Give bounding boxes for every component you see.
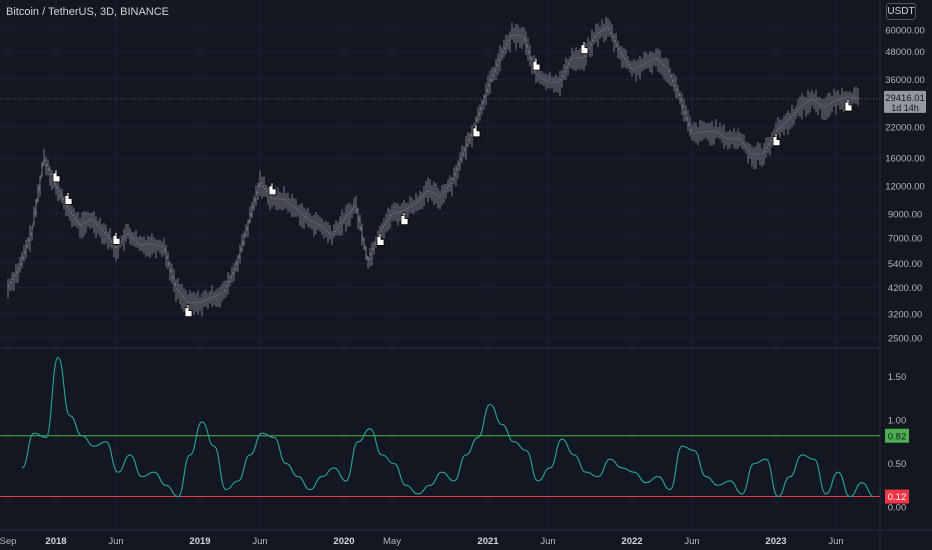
hand-pointer-icon [376, 232, 385, 246]
indicator-line [21, 357, 875, 498]
price-tick-label: 48000.00 [885, 47, 925, 58]
lower-level-badge [885, 489, 909, 504]
price-tick-label: 5400.00 [888, 259, 922, 270]
hand-pointer-icon [472, 124, 481, 138]
price-series [0, 16, 880, 317]
currency-button[interactable]: USDT [886, 3, 916, 20]
price-tick-label: 3200.00 [888, 310, 922, 321]
hand-pointer-icon [772, 133, 781, 147]
hand-pointer-icon [580, 41, 589, 55]
signal-markers [52, 41, 853, 318]
last-price-label: 29416.01 [885, 93, 925, 104]
time-tick-label: 2023 [765, 536, 786, 547]
price-tick-label: 7000.00 [888, 234, 922, 245]
last-price-box [884, 90, 926, 113]
symbol-title[interactable]: Bitcoin / TetherUS, 3D, BINANCE [6, 6, 170, 18]
price-tick-label: 4200.00 [888, 283, 922, 294]
time-tick-label: Jun [540, 536, 555, 547]
hand-pointer-icon [532, 57, 541, 71]
time-tick-label: Sep [0, 536, 16, 547]
grid [0, 0, 880, 530]
hand-pointer-icon [184, 304, 193, 318]
countdown-label: 1d 14h [891, 103, 919, 113]
indicator-tick-label: 0.00 [888, 502, 907, 513]
time-tick-label: 2021 [477, 536, 499, 547]
hand-pointer-icon [844, 98, 853, 112]
indicator-levels: 0.82 0.12 [0, 428, 909, 504]
hand-pointer-icon [64, 192, 73, 205]
time-tick-label: Jun [252, 536, 267, 547]
price-tick-label: 9000.00 [888, 209, 922, 220]
indicator-tick-label: 1.50 [888, 372, 907, 383]
hand-pointer-icon [268, 182, 277, 196]
indicator-tick-label: 0.50 [888, 459, 907, 470]
time-tick-label: Jun [828, 536, 843, 547]
time-tick-label: 2018 [45, 536, 66, 547]
indicator-tick-label: 1.00 [888, 416, 907, 427]
time-tick-label: 2022 [621, 536, 642, 547]
upper-level-label: 0.82 [888, 431, 907, 442]
hand-pointer-icon [112, 231, 121, 245]
time-tick-label: 2019 [189, 536, 210, 547]
hand-pointer-icon [400, 212, 409, 226]
time-tick-label: Jun [108, 536, 123, 547]
upper-level-badge [885, 428, 909, 443]
hand-pointer-icon [52, 169, 61, 183]
time-tick-label: May [383, 536, 401, 547]
price-axis[interactable]: 60000.00 48000.00 36000.00 22000.00 16000.00… [885, 25, 925, 344]
indicator-axis[interactable]: 1.50 1.00 0.50 0.00 [888, 372, 907, 513]
price-tick-label: 36000.00 [885, 75, 925, 86]
price-tick-label: 2500.00 [888, 334, 922, 345]
time-tick-label: 2020 [333, 536, 354, 547]
time-tick-label: Jun [684, 536, 699, 547]
price-tick-label: 22000.00 [885, 123, 925, 134]
time-axis[interactable]: Sep 2018 Jun 2019 Jun 2020 May 2021 Jun 2022 Jun 20… [0, 536, 844, 547]
price-tick-label: 16000.00 [885, 153, 925, 164]
price-tick-label: 60000.00 [885, 25, 925, 36]
price-line [7, 25, 861, 304]
lower-level-label: 0.12 [888, 492, 907, 503]
price-tick-label: 12000.00 [885, 181, 925, 192]
indicator-series [21, 357, 875, 498]
